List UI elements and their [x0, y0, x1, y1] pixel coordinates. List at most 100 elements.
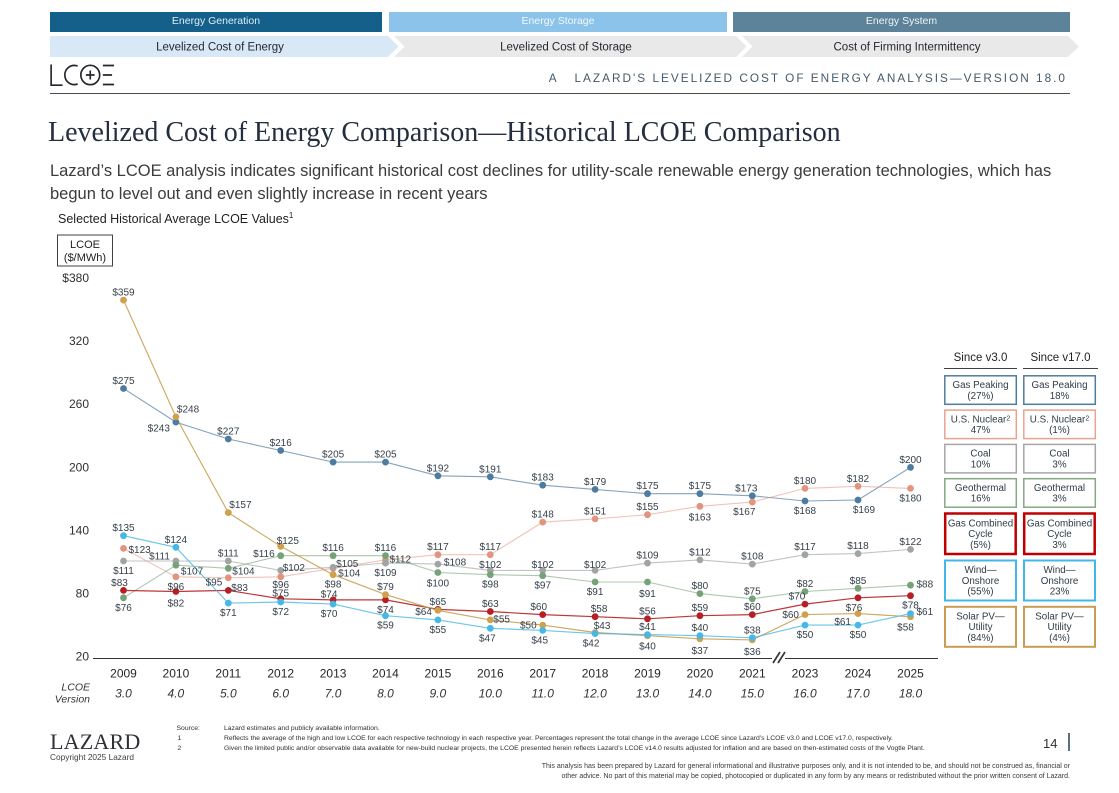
svg-text:$102: $102 [584, 560, 607, 571]
svg-text:$75: $75 [272, 588, 289, 599]
svg-text:$205: $205 [374, 450, 397, 461]
svg-text:320: 320 [69, 334, 89, 348]
svg-text:$72: $72 [272, 607, 289, 618]
svg-text:Solar PV—: Solar PV— [956, 611, 1005, 622]
svg-text:$70: $70 [789, 592, 806, 603]
svg-text:12.0: 12.0 [583, 687, 607, 701]
svg-text:10%: 10% [971, 459, 991, 470]
svg-text:2018: 2018 [582, 667, 609, 681]
svg-text:$175: $175 [636, 481, 659, 492]
svg-text:$55: $55 [493, 614, 510, 625]
svg-text:Since v17.0: Since v17.0 [1030, 352, 1090, 364]
svg-text:9.0: 9.0 [430, 687, 447, 701]
svg-text:23%: 23% [1050, 587, 1070, 598]
svg-text:2024: 2024 [845, 667, 872, 681]
svg-text:$109: $109 [374, 568, 397, 579]
svg-text:200: 200 [69, 460, 89, 474]
svg-text:11.0: 11.0 [531, 687, 554, 701]
svg-text:3%: 3% [1052, 540, 1066, 551]
svg-text:$50: $50 [520, 621, 537, 632]
svg-text:$248: $248 [177, 404, 200, 415]
svg-text:Cost of Firming Intermittency: Cost of Firming Intermittency [834, 42, 981, 54]
svg-text:Geothermal: Geothermal [955, 483, 1006, 494]
svg-text:U.S. Nuclear2: U.S. Nuclear2 [1030, 414, 1090, 425]
svg-text:$167: $167 [733, 507, 756, 518]
svg-text:U.S. Nuclear2: U.S. Nuclear2 [951, 414, 1011, 425]
svg-text:80: 80 [76, 587, 90, 601]
svg-text:Onshore: Onshore [962, 576, 1000, 587]
svg-text:$96: $96 [272, 580, 289, 591]
svg-text:7.0: 7.0 [325, 687, 342, 701]
svg-text:2019: 2019 [634, 667, 661, 681]
svg-text:$38: $38 [744, 625, 761, 636]
svg-text:$105: $105 [336, 559, 359, 570]
svg-text:$116: $116 [253, 549, 275, 560]
svg-text:(4%): (4%) [1049, 633, 1070, 644]
svg-text:$36: $36 [744, 647, 761, 658]
svg-text:$168: $168 [794, 506, 817, 517]
svg-text:(5%): (5%) [970, 540, 991, 551]
svg-text:$37: $37 [692, 646, 709, 657]
svg-text:$123: $123 [129, 545, 152, 556]
svg-text:$40: $40 [639, 642, 656, 653]
svg-text:$85: $85 [850, 576, 867, 587]
svg-text:$96: $96 [168, 582, 185, 593]
svg-text:Gas Peaking: Gas Peaking [1031, 380, 1087, 391]
svg-text:$50: $50 [850, 630, 867, 641]
svg-text:Wind—: Wind— [964, 565, 996, 576]
svg-text:Levelized Cost of Energy: Levelized Cost of Energy [156, 42, 284, 54]
svg-text:2009: 2009 [110, 667, 137, 681]
svg-text:Cycle: Cycle [1047, 529, 1072, 540]
svg-text:$227: $227 [217, 427, 240, 438]
svg-text:$124: $124 [165, 535, 188, 546]
svg-text:140: 140 [69, 524, 89, 538]
svg-text:$64: $64 [415, 607, 432, 618]
svg-text:$111: $111 [113, 566, 134, 577]
svg-text:$97: $97 [534, 581, 551, 592]
svg-text:$70: $70 [321, 609, 338, 620]
svg-text:18%: 18% [1050, 391, 1070, 402]
svg-text:$60: $60 [782, 610, 799, 621]
svg-text:$65: $65 [430, 597, 447, 608]
svg-text:$56: $56 [639, 606, 656, 617]
svg-text:$74: $74 [377, 605, 394, 616]
svg-text:$76: $76 [115, 603, 132, 614]
svg-text:$80: $80 [692, 581, 709, 592]
svg-text:Gas Combined: Gas Combined [948, 518, 1013, 529]
svg-text:$60: $60 [530, 602, 547, 613]
svg-text:15.0: 15.0 [741, 687, 765, 701]
svg-text:Solar PV—: Solar PV— [1035, 611, 1084, 622]
svg-text:2015: 2015 [425, 667, 452, 681]
svg-text:Levelized Cost of Storage: Levelized Cost of Storage [500, 42, 632, 54]
svg-text:3%: 3% [1052, 494, 1066, 505]
svg-text:$55: $55 [430, 625, 447, 636]
svg-text:$88: $88 [917, 580, 934, 591]
svg-text:$43: $43 [594, 621, 611, 632]
svg-text:$183: $183 [532, 473, 555, 484]
svg-text:$100: $100 [427, 579, 450, 590]
svg-text:(27%): (27%) [967, 391, 993, 402]
svg-text:Onshore: Onshore [1041, 576, 1079, 587]
svg-text:LCOE: LCOE [70, 239, 100, 251]
svg-text:16%: 16% [971, 494, 991, 505]
svg-text:$59: $59 [377, 621, 394, 632]
svg-text:$60: $60 [744, 602, 761, 613]
svg-text:$155: $155 [636, 502, 659, 513]
svg-text:6.0: 6.0 [272, 687, 289, 701]
svg-text:$169: $169 [853, 505, 876, 516]
svg-text:$135: $135 [112, 523, 135, 534]
svg-text:2011: 2011 [215, 667, 241, 681]
svg-text:2023: 2023 [792, 667, 819, 681]
svg-text:Utility: Utility [1048, 622, 1072, 633]
svg-text:2010: 2010 [163, 667, 190, 681]
svg-text:2012: 2012 [267, 667, 294, 681]
svg-text:$61: $61 [834, 617, 851, 628]
svg-text:(55%): (55%) [967, 587, 993, 598]
svg-text:$76: $76 [846, 603, 863, 614]
svg-text:$148: $148 [532, 510, 555, 521]
svg-text:$111: $111 [149, 552, 170, 563]
svg-text:$182: $182 [847, 474, 870, 485]
svg-text:$82: $82 [168, 599, 185, 610]
svg-text:$104: $104 [338, 568, 361, 579]
svg-text:3%: 3% [1052, 459, 1066, 470]
